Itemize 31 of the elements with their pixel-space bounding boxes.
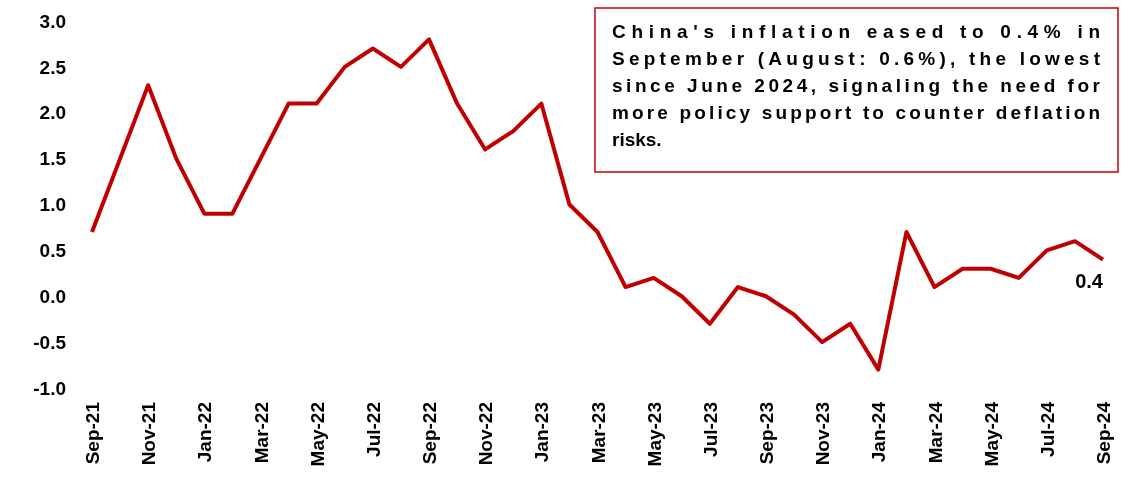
x-tick-label: Jan-24 (868, 401, 890, 463)
y-tick-label: 2.0 (39, 102, 66, 124)
x-tick-label: Mar-22 (250, 402, 272, 464)
x-tick-label: Jul-23 (699, 402, 721, 457)
y-tick-label: 0.0 (39, 285, 66, 307)
y-tick-label: 1.0 (39, 194, 66, 216)
x-tick-label: Nov-22 (475, 402, 497, 466)
y-tick-label: 3.0 (39, 10, 66, 32)
x-tick-label: Jan-23 (531, 402, 553, 463)
x-tick-label: Jul-24 (1036, 401, 1058, 457)
y-tick-label: 2.5 (39, 56, 67, 78)
x-tick-label: May-23 (643, 402, 665, 467)
y-tick-label: 0.5 (39, 240, 67, 262)
y-tick-label: -0.5 (33, 331, 67, 353)
x-tick-label: May-22 (306, 402, 328, 467)
x-tick-label: Mar-23 (587, 402, 609, 464)
annotation: China's inflation eased to 0.4% in September (August: 0.6%), the lowest since June 2024, signaling the need for more policy support to counter deflation risks. (612, 21, 1101, 150)
x-tick-label: Sep-23 (756, 402, 777, 465)
y-tick-label: -1.0 (33, 377, 66, 399)
x-tick-label: Sep-21 (82, 401, 103, 465)
x-tick-label: May-24 (980, 401, 1002, 467)
line-series (90, 37, 1105, 372)
x-tick-label: Mar-24 (924, 401, 946, 464)
x-tick-label: Nov-23 (812, 402, 834, 466)
x-tick-label: Nov-21 (138, 401, 160, 466)
data-label: 0.4 (1075, 269, 1104, 292)
x-tick-label: Sep-24 (1093, 401, 1114, 465)
x-tick-label: Jan-22 (194, 402, 216, 463)
x-tick-label: Jul-22 (362, 402, 384, 457)
x-tick-label: Sep-22 (419, 402, 440, 465)
y-tick-label: 1.5 (39, 148, 67, 170)
